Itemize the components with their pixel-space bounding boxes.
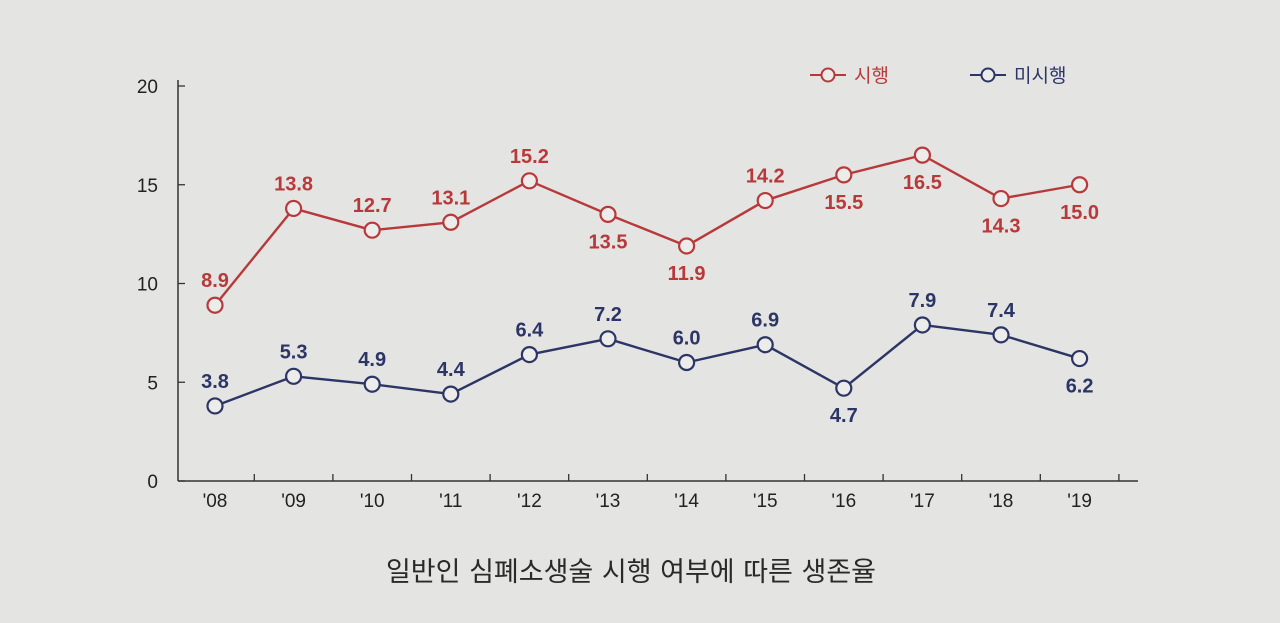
y-tick-label: 20: [137, 77, 158, 98]
data-label: 6.2: [1066, 376, 1094, 398]
y-tick-label: 15: [137, 176, 158, 197]
data-point: [913, 146, 932, 164]
y-tick-label: 5: [147, 373, 158, 394]
data-point: [835, 166, 853, 184]
series-line-cpr: [214, 153, 1080, 306]
data-point: [1070, 349, 1089, 368]
x-tick-label: '10: [360, 491, 385, 512]
data-label: 4.9: [358, 349, 386, 371]
data-point: [992, 189, 1010, 208]
data-point: [677, 237, 696, 255]
legend-label: 미시행: [1014, 65, 1066, 87]
x-tick-label: '14: [674, 491, 699, 512]
data-label: 12.7: [353, 195, 392, 217]
x-tick-label: '11: [439, 491, 462, 512]
data-point: [520, 346, 539, 364]
data-point: [599, 205, 617, 223]
data-label: 14.3: [982, 216, 1021, 238]
data-label: 13.1: [431, 187, 470, 209]
x-tick-label: '19: [1067, 491, 1092, 512]
x-tick-label: '16: [831, 491, 856, 512]
data-point: [363, 375, 381, 393]
x-tick-label: '08: [203, 491, 228, 512]
data-label: 6.9: [751, 310, 779, 332]
data-point: [599, 330, 617, 348]
data-label: 5.3: [280, 341, 308, 363]
data-point: [835, 379, 853, 397]
data-point: [442, 213, 460, 231]
legend-marker: [820, 67, 836, 83]
data-point: [913, 316, 932, 334]
data-label: 15.2: [510, 146, 549, 168]
data-point: [285, 199, 303, 218]
data-label: 15.0: [1060, 202, 1099, 224]
x-tick-label: '09: [281, 491, 306, 512]
x-tick-label: '18: [989, 491, 1014, 512]
x-tick-label: '13: [596, 491, 621, 512]
data-label: 16.5: [903, 172, 942, 194]
data-label: 13.5: [589, 231, 628, 253]
data-label: 14.2: [746, 166, 785, 188]
y-tick-label: 0: [147, 472, 158, 493]
data-point: [285, 367, 303, 385]
data-label: 4.7: [830, 405, 858, 427]
legend-label: 시행: [854, 65, 889, 87]
chart-title: 일반인 심폐소생술 시행 여부에 따른 생존율: [0, 550, 1280, 589]
data-point: [992, 326, 1010, 344]
data-label: 7.4: [987, 300, 1016, 322]
x-tick-label: '17: [910, 491, 935, 512]
data-point: [1070, 176, 1089, 194]
data-label: 4.4: [437, 359, 466, 381]
data-point: [520, 172, 539, 190]
data-point: [677, 353, 696, 372]
data-label: 11.9: [668, 263, 706, 285]
data-label: 6.0: [673, 328, 701, 350]
data-label: 8.9: [201, 270, 229, 292]
data-point: [206, 296, 224, 314]
legend-marker: [980, 67, 996, 83]
data-point: [756, 336, 774, 354]
y-tick-label: 10: [137, 275, 158, 296]
chart-title-text: 일반인 심폐소생술 시행 여부에 따른 생존율: [385, 557, 877, 588]
data-label: 6.4: [515, 320, 544, 342]
data-label: 13.8: [274, 173, 313, 195]
data-point: [363, 221, 381, 239]
data-point: [442, 385, 460, 403]
data-point: [206, 397, 224, 415]
data-point: [756, 191, 774, 210]
data-label: 7.9: [908, 290, 936, 312]
data-label: 3.8: [201, 371, 229, 393]
x-tick-label: '15: [753, 491, 778, 512]
series-line-no-cpr: [214, 323, 1080, 408]
data-label: 15.5: [824, 192, 863, 214]
x-tick-label: '12: [517, 491, 542, 512]
data-label: 7.2: [594, 304, 622, 326]
